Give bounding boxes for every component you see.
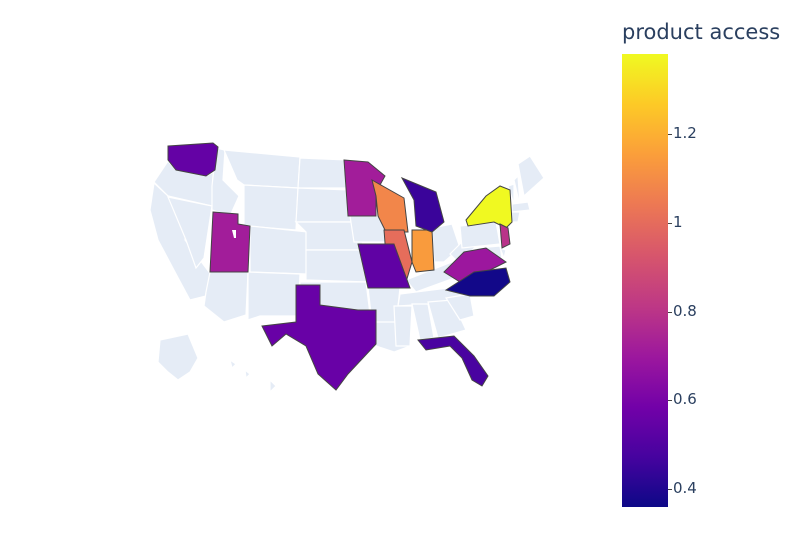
state-ma [511, 201, 531, 213]
state-sc [445, 293, 475, 321]
colorbar-tick-mark [668, 133, 672, 135]
colorbar-tick-mark [668, 311, 672, 313]
state-ak [157, 333, 199, 381]
state-ms [393, 305, 413, 347]
data-state-in[interactable] [411, 229, 435, 273]
colorbar-tick-label: 0.8 [673, 301, 697, 320]
data-states [167, 142, 513, 391]
data-state-mo[interactable] [357, 243, 411, 289]
colorbar-tick-mark [668, 222, 672, 224]
colorbar-tick-label: 1.2 [673, 123, 697, 142]
state-nh [513, 174, 521, 207]
colorbar [622, 54, 668, 507]
colorbar-tick-label: 0.4 [673, 479, 697, 498]
state-hi3 [269, 378, 277, 394]
state-pa [459, 221, 501, 249]
data-state-nc[interactable] [444, 267, 511, 297]
state-de [498, 247, 507, 260]
utah-lake-mark [232, 230, 236, 238]
state-nv [167, 196, 213, 270]
colorbar-tick-label: 1 [673, 212, 683, 231]
state-wy [243, 184, 299, 231]
data-state-ut[interactable] [209, 211, 251, 273]
data-state-nj[interactable] [499, 223, 511, 249]
state-sd [295, 187, 353, 223]
state-az [203, 271, 249, 323]
state-id [211, 147, 240, 217]
state-nd [297, 157, 349, 189]
data-state-fl[interactable] [417, 335, 489, 387]
state-ks [305, 249, 369, 283]
state-vt [507, 183, 515, 205]
state-hi2 [244, 368, 251, 380]
state-ga [427, 299, 467, 339]
colorbar-tick-mark [668, 400, 672, 402]
state-co [249, 225, 309, 275]
data-state-wa[interactable] [167, 142, 219, 177]
colorbar-tick-mark [668, 489, 672, 491]
data-state-tx[interactable] [261, 284, 377, 391]
colorbar-title: product access [622, 20, 781, 44]
state-me [517, 155, 545, 198]
state-mt [223, 149, 301, 189]
state-nm [247, 271, 301, 321]
data-state-ny[interactable] [465, 185, 513, 229]
colorbar-tick-label: 0.6 [673, 390, 697, 409]
state-hi1 [229, 358, 237, 370]
data-state-mi[interactable] [400, 177, 445, 233]
